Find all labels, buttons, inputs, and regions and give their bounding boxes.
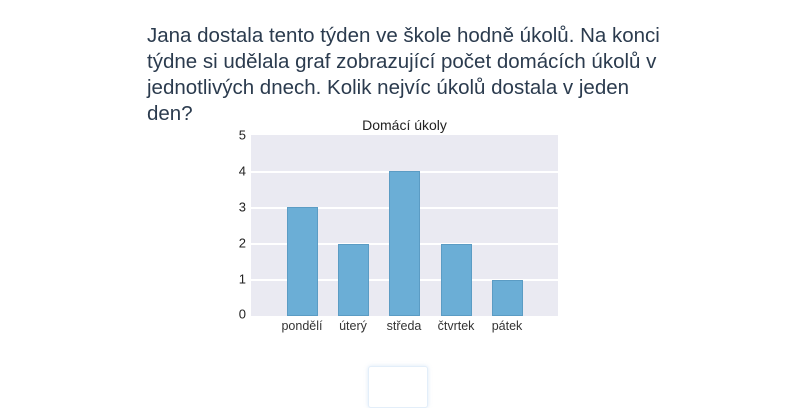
question-text: Jana dostala tento týden ve škole hodně … [147, 24, 660, 125]
bar-patek [492, 279, 523, 316]
bar-ctvrtek [441, 243, 472, 316]
answer-input[interactable] [368, 366, 428, 408]
x-tick-patek: pátek [491, 319, 523, 333]
bar-utery [338, 243, 369, 316]
x-tick-pondeli: pondělí [281, 319, 323, 333]
y-tick-5: 5 [238, 127, 246, 143]
y-tick-2: 2 [238, 235, 246, 251]
bar-streda [389, 171, 420, 316]
x-tick-utery: úterý [339, 319, 367, 333]
chart-title: Domácí úkoly [362, 117, 447, 133]
y-tick-3: 3 [238, 199, 246, 215]
y-tick-1: 1 [238, 271, 246, 287]
y-tick-0: 0 [238, 306, 246, 322]
plot-area [251, 135, 558, 316]
bar-pondeli [287, 207, 318, 316]
y-tick-4: 4 [238, 163, 246, 179]
x-tick-ctvrtek: čtvrtek [437, 319, 475, 333]
x-tick-streda: středa [386, 319, 422, 333]
